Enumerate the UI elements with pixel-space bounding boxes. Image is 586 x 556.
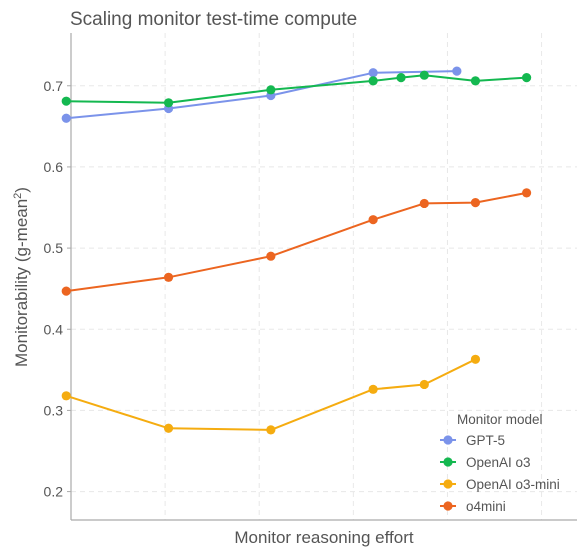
y-axis-ticks: 0.2 0.3 0.4 0.5 0.6 0.7 (44, 78, 71, 500)
legend-label: OpenAI o3 (466, 455, 531, 470)
data-point (61, 113, 71, 123)
data-point (368, 76, 378, 86)
legend-label: GPT-5 (466, 433, 505, 448)
y-tick-label: 0.7 (44, 78, 64, 94)
legend-label: OpenAI o3-mini (466, 477, 560, 492)
y-axis-label-close: ) (12, 187, 31, 193)
series-3 (61, 188, 532, 296)
data-point (419, 379, 429, 390)
series-layer (61, 66, 532, 435)
data-point (522, 188, 532, 198)
legend-item: OpenAI o3-mini (440, 477, 560, 492)
legend-item: OpenAI o3 (440, 455, 531, 470)
data-point (368, 215, 378, 225)
y-tick-label: 0.4 (44, 321, 64, 337)
chart-title: Scaling monitor test-time compute (70, 9, 357, 30)
series-line (66, 191, 527, 293)
legend: Monitor model GPT-5 OpenAI o3 OpenAI o3-mi… (440, 412, 560, 514)
data-point (163, 98, 174, 108)
series-2 (61, 354, 481, 435)
x-axis-label: Monitor reasoning effort (234, 528, 414, 547)
y-tick-label: 0.2 (44, 484, 64, 500)
data-point (452, 66, 462, 76)
y-tick-label: 0.5 (44, 240, 64, 256)
legend-swatch-marker (443, 479, 453, 489)
data-point (266, 251, 276, 261)
data-point (61, 391, 71, 401)
legend-label: o4mini (466, 499, 506, 514)
y-tick-label: 0.3 (44, 402, 64, 418)
data-point (61, 96, 71, 106)
legend-item: o4mini (440, 499, 506, 514)
data-point (419, 70, 429, 80)
legend-item: GPT-5 (440, 433, 505, 448)
data-point (470, 354, 481, 364)
legend-title: Monitor model (457, 412, 543, 427)
series-1 (61, 70, 532, 108)
data-point (61, 286, 71, 296)
data-point (163, 423, 174, 433)
y-axis-label-main: Monitorability (g-mean (12, 199, 31, 367)
data-point (470, 76, 481, 86)
series-line (65, 358, 476, 431)
y-tick-label: 0.6 (44, 159, 64, 175)
data-point (419, 198, 429, 209)
data-point (266, 425, 276, 435)
legend-swatch-marker (443, 501, 453, 511)
legend-swatch-marker (443, 457, 453, 467)
y-axis-label-superscript: 2 (12, 193, 24, 199)
series-line (66, 74, 527, 104)
data-point (522, 73, 532, 83)
data-point (396, 73, 406, 83)
legend-swatch-marker (443, 435, 453, 445)
data-point (266, 85, 276, 95)
data-point (163, 272, 174, 282)
y-axis-label: Monitorability (g-mean2) (12, 187, 31, 367)
data-point (368, 68, 378, 78)
data-point (470, 198, 481, 208)
data-point (368, 384, 378, 394)
